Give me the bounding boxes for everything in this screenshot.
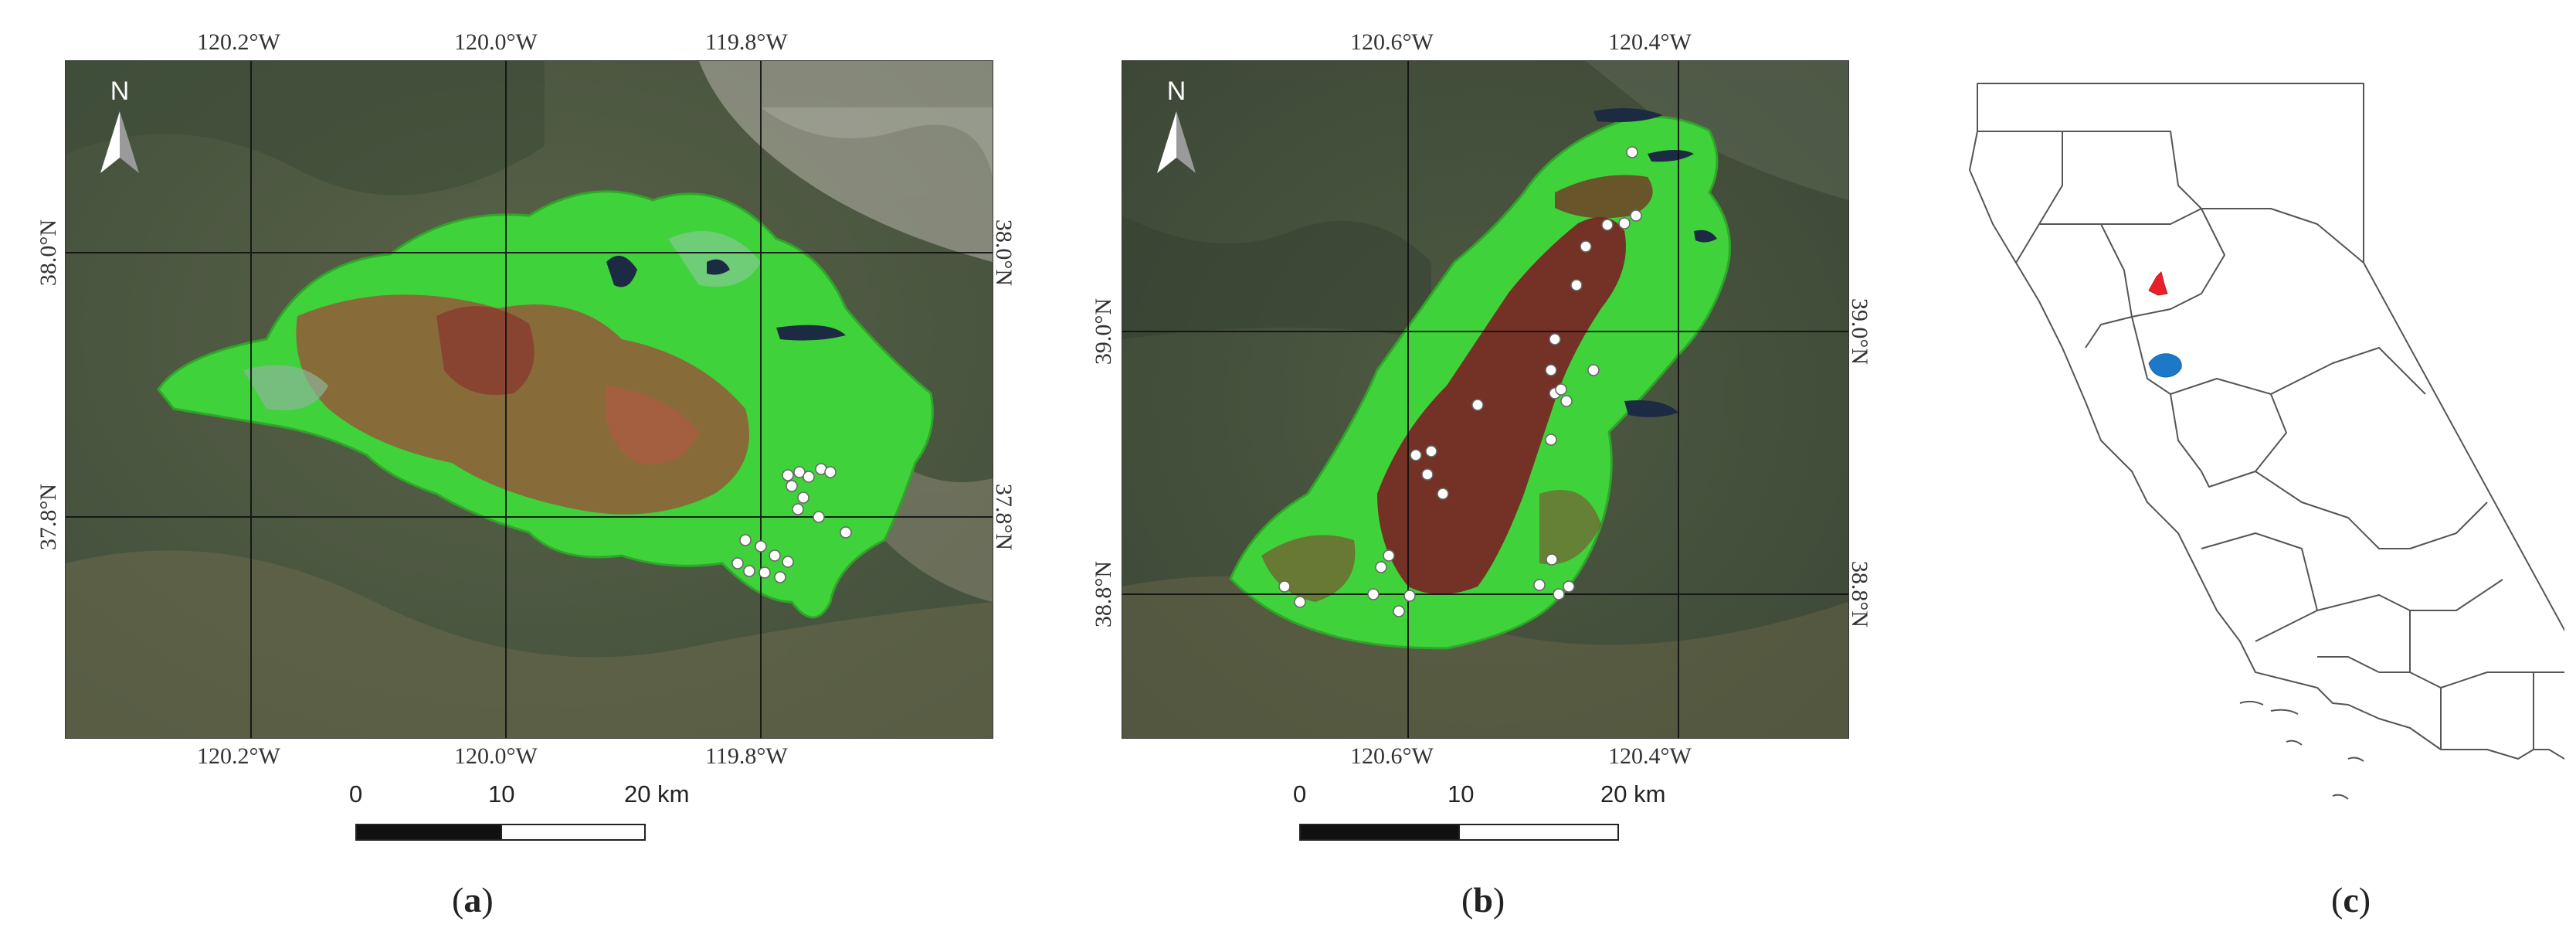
north-label: N: [1166, 76, 1186, 106]
bottom-tick: 120.6°W: [1350, 743, 1434, 769]
map-graphic-b: [1122, 61, 1848, 738]
scale-segment-light: [501, 824, 646, 841]
state-outline: [1969, 83, 2564, 760]
north-arrow-icon: [1157, 111, 1196, 173]
caption-a: (a): [452, 880, 494, 920]
bottom-tick: 119.8°W: [705, 743, 788, 769]
bottom-tick: 120.4°W: [1608, 743, 1692, 769]
right-tick: 38.8°N: [1847, 560, 1873, 628]
caption-b: (b): [1461, 880, 1505, 920]
scale-segment-dark: [1299, 824, 1460, 841]
scale-bar-a: 0 10 20 km: [349, 780, 689, 850]
top-tick: 119.8°W: [705, 29, 788, 55]
satellite-map-a: N: [65, 60, 993, 739]
scale-bar-b: 0 10 20 km: [1293, 780, 1665, 850]
left-tick: 37.8°N: [36, 483, 62, 551]
scale-segment-light: [1458, 824, 1619, 841]
bottom-tick: 120.0°W: [454, 743, 538, 769]
scale-label: 0: [349, 780, 363, 808]
satellite-map-b: N: [1122, 60, 1849, 739]
top-tick: 120.6°W: [1350, 29, 1434, 55]
left-tick: 38.0°N: [36, 219, 62, 287]
top-tick: 120.2°W: [197, 29, 280, 55]
north-arrow-b: N: [1145, 76, 1207, 192]
right-tick: 38.0°N: [991, 219, 1017, 287]
north-arrow-icon: [100, 111, 139, 173]
bottom-tick: 120.2°W: [197, 743, 280, 769]
north-label: N: [110, 76, 130, 106]
top-tick: 120.0°W: [454, 29, 538, 55]
map-graphic-a: [66, 61, 993, 738]
scale-label: 10: [1448, 780, 1475, 808]
scale-label: 0: [1293, 780, 1307, 808]
left-tick: 38.8°N: [1091, 560, 1117, 628]
north-arrow-a: N: [89, 76, 151, 192]
scale-label: 10: [488, 780, 515, 808]
top-tick: 120.4°W: [1608, 29, 1692, 55]
scale-label: 20 km: [1600, 780, 1666, 808]
fire-extent-blue: [2148, 353, 2182, 378]
california-locator-map: [1969, 83, 2564, 800]
fire-extent-red: [2148, 271, 2168, 296]
right-tick: 37.8°N: [991, 483, 1017, 551]
caption-c: (c): [2331, 880, 2371, 920]
left-tick: 39.0°N: [1091, 298, 1117, 366]
scale-label: 20 km: [624, 780, 690, 808]
right-tick: 39.0°N: [1847, 298, 1873, 366]
scale-segment-dark: [355, 824, 502, 841]
